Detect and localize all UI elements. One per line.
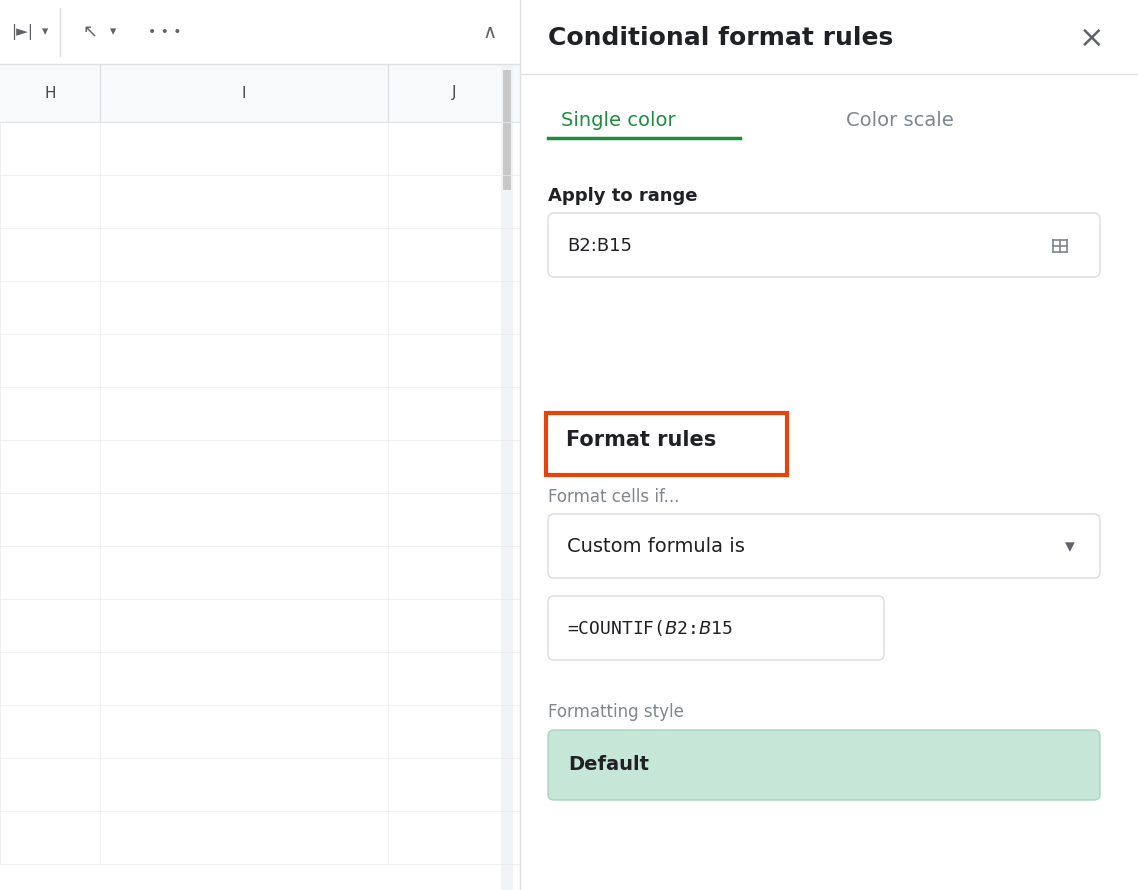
FancyBboxPatch shape <box>549 514 1100 578</box>
Bar <box>0 0 520 64</box>
Text: =COUNTIF($B$2:$B$15: =COUNTIF($B$2:$B$15 <box>567 618 733 638</box>
Bar <box>546 413 787 475</box>
Text: J: J <box>452 85 456 101</box>
Text: Formatting style: Formatting style <box>549 703 684 721</box>
Text: ▾: ▾ <box>42 26 48 38</box>
FancyBboxPatch shape <box>549 213 1100 277</box>
Bar <box>0 64 520 122</box>
FancyBboxPatch shape <box>503 70 511 190</box>
FancyBboxPatch shape <box>549 730 1100 800</box>
Bar <box>501 64 513 890</box>
Text: ×: × <box>1079 23 1105 53</box>
Text: ▾: ▾ <box>1065 538 1075 556</box>
Text: |►|: |►| <box>11 24 33 40</box>
Text: • • •: • • • <box>148 25 182 39</box>
Text: ∧: ∧ <box>483 22 497 42</box>
Text: ↖: ↖ <box>82 23 98 41</box>
Text: I: I <box>241 85 246 101</box>
Text: Color scale: Color scale <box>847 110 954 130</box>
Text: Single color: Single color <box>561 110 675 130</box>
Text: Custom formula is: Custom formula is <box>567 538 745 556</box>
Text: B2:B15: B2:B15 <box>567 237 632 255</box>
FancyBboxPatch shape <box>549 596 884 660</box>
Text: Format rules: Format rules <box>566 430 716 450</box>
Text: Default: Default <box>568 756 649 774</box>
Text: Format cells if...: Format cells if... <box>549 488 679 506</box>
Text: ▾: ▾ <box>110 26 116 38</box>
Text: H: H <box>44 85 56 101</box>
Bar <box>520 0 1138 890</box>
Text: Conditional format rules: Conditional format rules <box>549 26 893 50</box>
Text: Apply to range: Apply to range <box>549 187 698 205</box>
